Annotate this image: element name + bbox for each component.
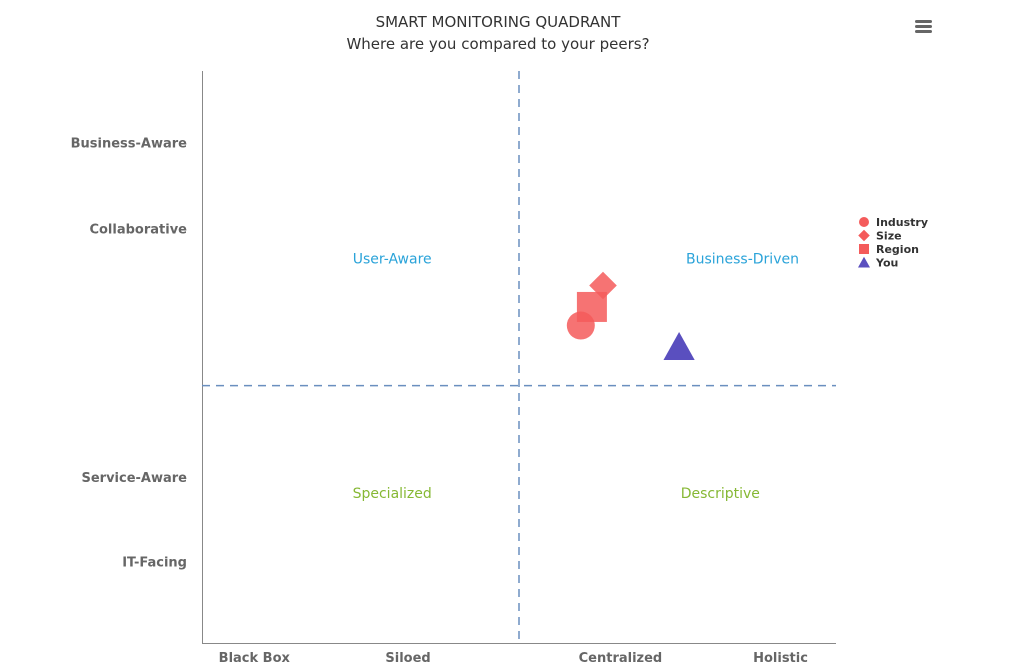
y-axis-labels: Business-Aware Collaborative Service-Aware… <box>71 137 188 571</box>
quadrant-label: Business-Driven <box>686 251 799 267</box>
legend-label-region: Region <box>876 243 919 256</box>
quadrant-label: Specialized <box>353 486 432 502</box>
legend-symbol-size <box>858 229 870 242</box>
context-menu-button[interactable] <box>908 12 938 40</box>
menu-icon-bar-1 <box>915 20 932 23</box>
x-tick-label: Centralized <box>579 651 663 666</box>
x-axis-labels: Black Box Siloed Centralized Holistic <box>219 651 808 666</box>
legend-symbol-region <box>859 244 869 254</box>
menu-icon-bar-2 <box>915 25 932 28</box>
quadrant-label: User-Aware <box>353 251 432 267</box>
data-point-region <box>576 291 607 322</box>
chart-title: SMART MONITORING QUADRANT <box>376 13 622 31</box>
x-tick-label: Black Box <box>219 651 291 666</box>
chart-subtitle: Where are you compared to your peers? <box>346 35 649 53</box>
legend-symbol-you <box>858 256 870 268</box>
legend-label-you: You <box>875 257 898 270</box>
legend-label-industry: Industry <box>876 216 928 229</box>
y-tick-label: IT-Facing <box>122 555 187 570</box>
quadrant-label: Descriptive <box>681 486 760 502</box>
y-tick-label: Business-Aware <box>71 137 188 152</box>
legend-symbol-industry <box>859 217 869 227</box>
quadrant-labels: User-Aware Business-Driven Specialized Desc… <box>353 251 799 502</box>
y-tick-label: Collaborative <box>89 222 187 237</box>
y-tick-label: Service-Aware <box>81 471 187 486</box>
menu-icon-bar-3 <box>915 30 932 33</box>
data-point-you <box>663 332 695 360</box>
x-tick-label: Holistic <box>753 651 808 666</box>
x-tick-label: Siloed <box>385 651 430 666</box>
data-points <box>566 271 695 360</box>
data-point-size <box>589 271 617 300</box>
legend-label-size: Size <box>876 230 902 243</box>
